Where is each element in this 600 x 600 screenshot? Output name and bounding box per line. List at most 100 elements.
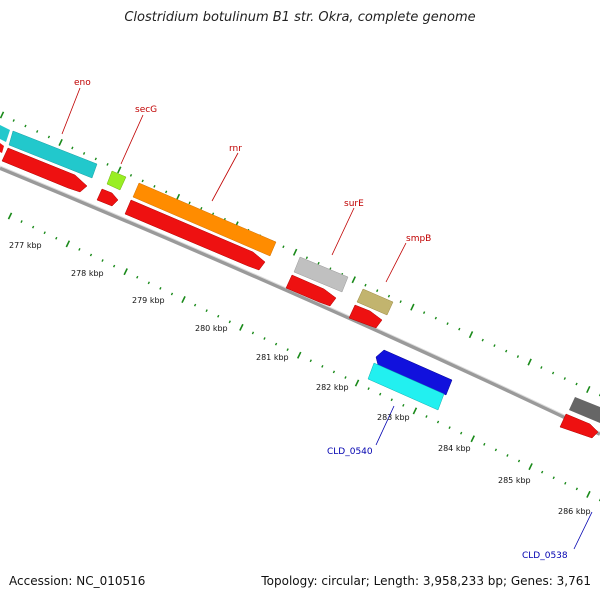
inner-tick-mark bbox=[296, 351, 302, 359]
outer-tick-mark bbox=[153, 184, 156, 188]
outer-tick-mark bbox=[71, 146, 74, 150]
cds-arrow-surE[interactable] bbox=[285, 274, 337, 307]
cds-arrow-left[interactable] bbox=[0, 143, 4, 153]
inner-tick-mark bbox=[436, 420, 440, 424]
inner-tick-mark bbox=[483, 442, 486, 446]
gene-block-rnr[interactable] bbox=[132, 182, 277, 257]
gene-label-smpB: smpB bbox=[406, 234, 431, 244]
cds-arrow-eno[interactable] bbox=[1, 147, 88, 193]
gene-label-cld0538: CLD_0538 bbox=[522, 551, 568, 561]
inner-tick-mark bbox=[528, 463, 533, 471]
cds-arrow-right[interactable] bbox=[559, 413, 599, 439]
inner-tick-mark bbox=[367, 387, 370, 391]
tick-label-279: 279 kbp bbox=[132, 296, 165, 305]
outer-tick-mark bbox=[0, 111, 5, 119]
gene-block-surE[interactable] bbox=[293, 256, 349, 293]
inner-tick-mark bbox=[274, 342, 278, 346]
outer-tick-mark bbox=[24, 124, 27, 128]
outer-tick-mark bbox=[493, 344, 496, 347]
map-title: Clostridium botulinum B1 str. Okra, comp… bbox=[124, 10, 476, 25]
outer-tick-mark bbox=[505, 349, 508, 353]
outer-tick-mark bbox=[434, 316, 437, 320]
tick-label-284: 284 kbp bbox=[438, 444, 471, 453]
outer-tick-mark bbox=[364, 283, 367, 287]
inner-tick-mark bbox=[55, 236, 58, 240]
gene-label-eno: eno bbox=[74, 78, 91, 88]
outer-tick-mark bbox=[12, 119, 15, 122]
outer-tick-mark bbox=[141, 179, 144, 183]
gene-block-eno[interactable] bbox=[8, 130, 98, 179]
inner-tick-mark bbox=[89, 253, 93, 257]
inner-tick-mark bbox=[112, 264, 116, 268]
tick-label-281: 281 kbp bbox=[256, 353, 289, 362]
inner-tick-ring bbox=[7, 212, 600, 502]
inner-tick-mark bbox=[321, 364, 324, 368]
cds-arrow-smpB[interactable] bbox=[348, 304, 383, 329]
topology-summary: Topology: circular; Length: 3,958,233 bp… bbox=[261, 574, 591, 588]
outer-tick-mark bbox=[82, 152, 86, 155]
inner-tick-mark bbox=[147, 281, 150, 285]
outer-tick-mark bbox=[458, 327, 461, 331]
inner-tick-mark bbox=[136, 275, 139, 279]
inner-tick-mark bbox=[354, 379, 360, 387]
inner-tick-mark bbox=[31, 225, 35, 229]
accession-text: Accession: NC_010516 bbox=[9, 574, 146, 588]
inner-tick-mark bbox=[205, 309, 208, 313]
gene-block-right-gray[interactable] bbox=[569, 397, 600, 423]
inner-tick-mark bbox=[263, 337, 266, 340]
inner-tick-mark bbox=[470, 435, 475, 443]
gene-label-secG: secG bbox=[135, 105, 157, 115]
outer-tick-mark bbox=[422, 311, 426, 315]
gene-label-rnr: rnr bbox=[229, 144, 242, 154]
inner-tick-mark bbox=[344, 376, 347, 379]
inner-tick-mark bbox=[159, 287, 162, 290]
inner-tick-mark bbox=[170, 292, 174, 296]
gene-features bbox=[0, 125, 600, 439]
inner-tick-mark bbox=[217, 314, 220, 318]
outer-tick-mark bbox=[376, 289, 379, 293]
inner-tick-mark bbox=[448, 426, 451, 429]
inner-tick-mark bbox=[494, 448, 498, 452]
inner-tick-mark bbox=[390, 398, 393, 402]
tick-label-277: 277 kbp bbox=[9, 241, 42, 250]
outer-tick-mark bbox=[540, 366, 543, 369]
gene-block-left-cyan[interactable] bbox=[0, 125, 10, 142]
genome-backbone bbox=[0, 166, 600, 436]
inner-tick-mark bbox=[43, 231, 46, 235]
inner-tick-mark bbox=[228, 320, 231, 324]
inner-tick-mark bbox=[460, 431, 463, 435]
outer-tick-mark bbox=[36, 130, 39, 133]
inner-tick-mark bbox=[564, 481, 567, 485]
outer-tick-mark bbox=[165, 190, 168, 194]
gene-block-secG[interactable] bbox=[106, 170, 127, 191]
inner-tick-mark bbox=[552, 476, 555, 480]
tick-label-285: 285 kbp bbox=[498, 476, 531, 485]
inner-tick-mark bbox=[78, 248, 81, 251]
outer-tick-mark bbox=[117, 166, 122, 174]
inner-tick-mark bbox=[65, 240, 71, 248]
cds-arrow-rnr[interactable] bbox=[124, 199, 266, 271]
inner-tick-mark bbox=[586, 490, 591, 498]
inner-tick-mark bbox=[239, 323, 244, 331]
inner-tick-mark bbox=[379, 392, 382, 396]
outer-tick-mark bbox=[468, 331, 474, 339]
outer-tick-mark bbox=[58, 138, 63, 146]
gene-label-surE: surE bbox=[344, 199, 364, 209]
inner-tick-mark bbox=[575, 487, 579, 491]
outer-tick-mark bbox=[351, 276, 356, 284]
tick-label-278: 278 kbp bbox=[71, 269, 104, 278]
inner-tick-mark bbox=[332, 370, 336, 374]
outer-tick-mark bbox=[188, 201, 191, 205]
outer-tick-mark bbox=[106, 163, 109, 166]
gene-block-cld0540-cyan[interactable] bbox=[367, 362, 445, 411]
inner-tick-mark bbox=[286, 348, 289, 352]
outer-tick-mark bbox=[305, 256, 309, 260]
inner-tick-mark bbox=[517, 459, 521, 463]
outer-tick-mark bbox=[446, 322, 449, 326]
gene-block-smpB[interactable] bbox=[356, 288, 394, 316]
inner-tick-mark bbox=[506, 454, 509, 457]
inner-tick-mark bbox=[251, 331, 255, 335]
cds-arrow-secG[interactable] bbox=[96, 188, 119, 207]
inner-tick-mark bbox=[425, 415, 428, 418]
